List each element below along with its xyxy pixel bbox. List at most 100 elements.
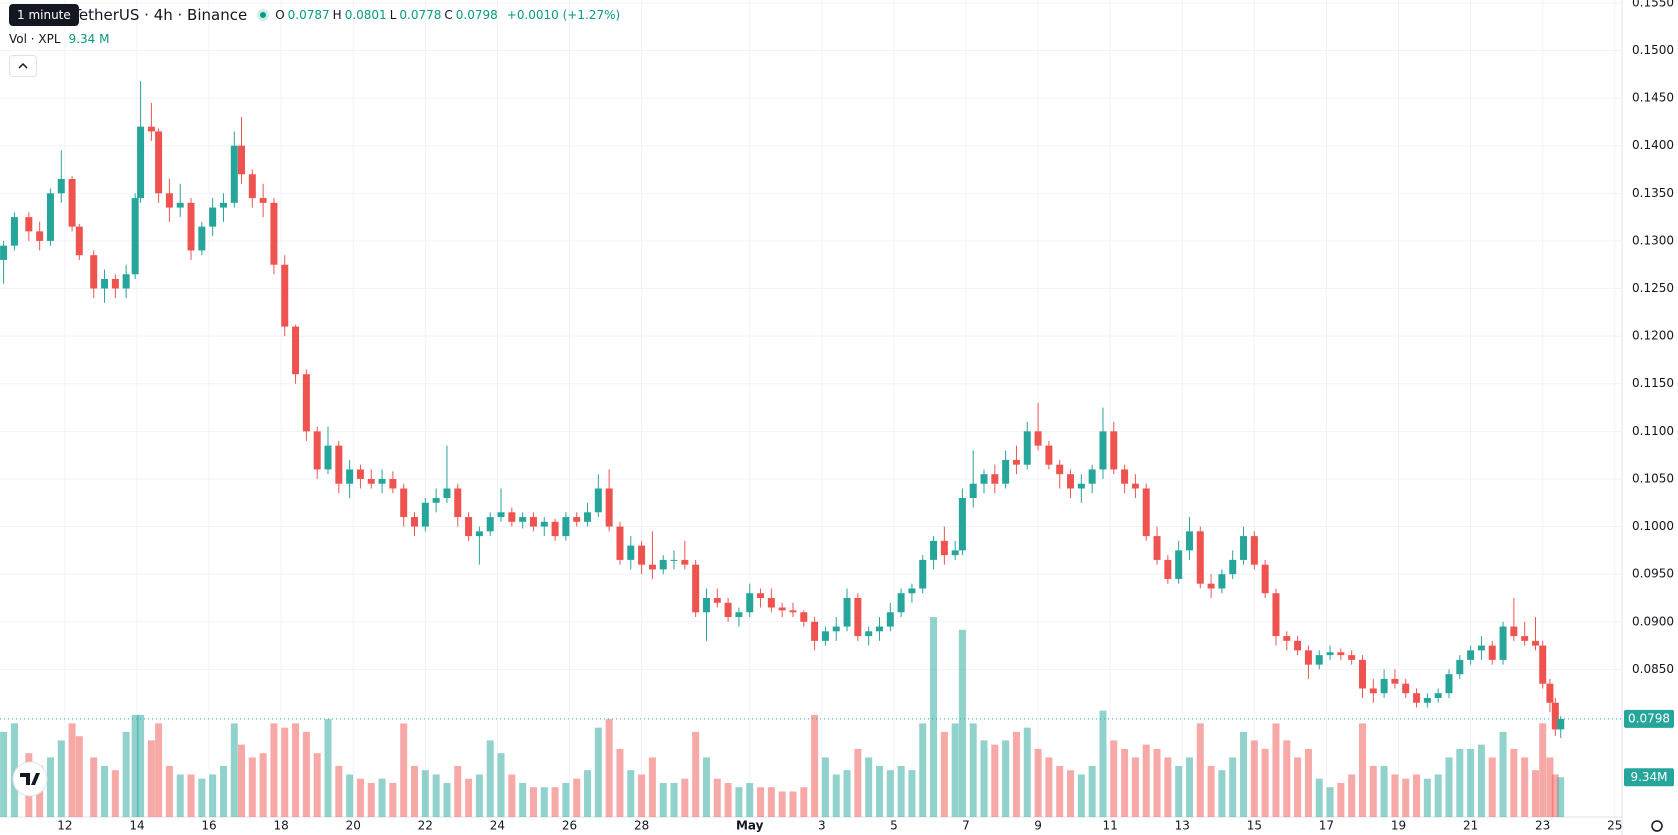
candle-body — [519, 517, 527, 522]
candle-body — [187, 202, 195, 251]
volume-bar — [1196, 723, 1204, 817]
h-value: 0.0801 — [344, 8, 387, 22]
y-tick-label: 0.1450 — [1632, 91, 1674, 105]
logo-mark — [20, 773, 40, 785]
candle-body — [875, 626, 883, 632]
candle-body — [1099, 431, 1107, 470]
change: +0.0010 (+1.27%) — [506, 8, 621, 22]
candle-body — [1456, 659, 1464, 675]
volume-bar — [237, 744, 245, 817]
y-tick-label: 0.1250 — [1632, 281, 1674, 295]
candle-body — [46, 193, 54, 241]
candle-body — [25, 217, 33, 232]
y-tick-label: 0.0950 — [1632, 567, 1674, 581]
candle-body — [821, 631, 829, 641]
candle-body — [958, 498, 966, 551]
candle-body — [594, 488, 602, 513]
volume-bar — [605, 719, 613, 817]
candle-body — [1326, 652, 1334, 656]
volume-bar — [670, 782, 678, 817]
candle-body — [529, 517, 537, 527]
candle-body — [1391, 678, 1399, 684]
x-tick-label: 25 — [1607, 819, 1622, 833]
candle-body — [811, 621, 819, 641]
candle-body — [757, 593, 765, 598]
candle-body — [670, 559, 678, 561]
volume-bar — [930, 617, 938, 817]
candle-body — [68, 179, 76, 227]
ohlc: O 0.0787 H 0.0801 L 0.0778 C 0.0798 +0.0010 … — [275, 8, 620, 22]
x-tick-label: 11 — [1103, 819, 1118, 833]
volume-bar — [940, 731, 948, 817]
candle-body — [443, 488, 451, 499]
volume-bar — [356, 778, 364, 817]
candle-body — [432, 498, 440, 503]
volume-bar — [1077, 774, 1085, 817]
volume-bar — [292, 723, 300, 817]
candle-body — [111, 278, 119, 289]
volume-bar — [865, 757, 873, 817]
market-status — [257, 9, 270, 21]
candle-body — [411, 517, 419, 527]
volume-bar — [324, 719, 332, 817]
candle-body — [165, 193, 173, 208]
candle-body — [908, 588, 916, 594]
volume-bar — [573, 778, 581, 817]
volume-bar — [1434, 774, 1442, 817]
volume-bar — [1012, 731, 1020, 817]
candle-body — [292, 326, 300, 375]
volume-bar — [1467, 748, 1475, 817]
c-label: C — [444, 8, 453, 22]
volume-bar — [137, 714, 145, 817]
candle-body — [562, 517, 570, 537]
volume-bar — [1348, 774, 1356, 817]
volume-bar — [1391, 774, 1399, 817]
x-tick-label: 14 — [129, 819, 144, 833]
volume-bar — [958, 629, 966, 817]
candle-body — [930, 540, 938, 560]
volume-bar — [1326, 787, 1334, 817]
volume-bar — [1131, 757, 1139, 817]
candle-body — [454, 488, 462, 518]
y-tick-label: 0.1550 — [1632, 0, 1674, 9]
vol-value: 9.34 M — [68, 32, 110, 46]
volume-bar — [1121, 748, 1129, 817]
candle-body — [147, 126, 155, 132]
volume-bar — [1510, 748, 1518, 817]
volume-bar — [1218, 770, 1226, 817]
volume-bar — [1272, 723, 1280, 817]
volume-bar — [1546, 757, 1554, 817]
chevron — [18, 62, 28, 69]
volume-bar — [735, 787, 743, 817]
volume-bar — [659, 782, 667, 817]
candle-body — [324, 445, 332, 470]
volume-bar — [1551, 774, 1559, 817]
volume-bar — [1110, 740, 1118, 817]
candle-body — [1369, 688, 1377, 694]
volume-bar — [165, 765, 173, 817]
candle-body — [281, 264, 289, 327]
y-tick-label: 0.1150 — [1632, 376, 1674, 390]
candle-body — [1467, 650, 1475, 660]
candle-body — [1207, 583, 1215, 589]
volume-bar — [886, 770, 894, 817]
volume-bar — [767, 787, 775, 817]
volume-bar — [897, 765, 905, 817]
volume-bar — [1142, 744, 1150, 817]
candle-body — [1272, 593, 1280, 637]
volume-bar — [1456, 748, 1464, 817]
collapse-button[interactable] — [9, 55, 37, 77]
candle-body — [10, 217, 18, 246]
volume-bar — [313, 753, 321, 817]
x-tick-label: 13 — [1175, 819, 1190, 833]
candle-body — [1521, 636, 1529, 641]
volume-bar — [1423, 778, 1431, 817]
candle-body — [1539, 645, 1547, 684]
volume-bar — [432, 774, 440, 817]
symbol-title[interactable]: XPL / TetherUS · 4h · Binance — [30, 6, 248, 24]
candle-body — [1121, 469, 1129, 484]
volume-bar — [562, 782, 570, 817]
x-tick-label: 18 — [274, 819, 289, 833]
x-tick-label: 22 — [418, 819, 433, 833]
volume-bar — [616, 748, 624, 817]
